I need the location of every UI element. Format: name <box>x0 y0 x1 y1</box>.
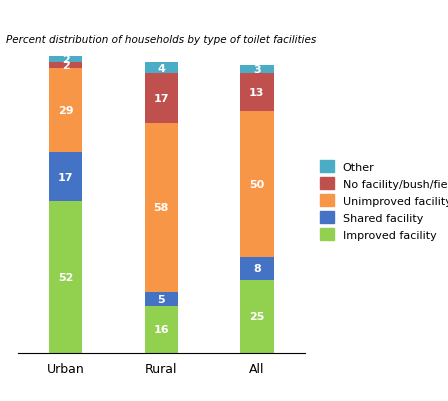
Bar <box>49 63 82 69</box>
Bar <box>49 57 82 63</box>
Text: 17: 17 <box>154 94 169 104</box>
Legend: Other, No facility/bush/field, Unimproved facility, Shared facility, Improved fa: Other, No facility/bush/field, Unimprove… <box>316 156 448 245</box>
Bar <box>240 74 274 112</box>
Text: 2: 2 <box>62 55 69 65</box>
Bar <box>145 306 178 353</box>
Text: 25: 25 <box>249 312 264 322</box>
Bar <box>145 124 178 292</box>
Text: 58: 58 <box>154 203 169 213</box>
Bar <box>145 292 178 306</box>
Text: 16: 16 <box>154 325 169 335</box>
Text: 3: 3 <box>253 65 261 75</box>
Text: 17: 17 <box>58 172 73 182</box>
Bar <box>49 202 82 353</box>
Text: 13: 13 <box>249 88 264 98</box>
Text: 2: 2 <box>62 61 69 71</box>
Bar <box>145 63 178 74</box>
Text: 4: 4 <box>157 63 165 73</box>
Bar <box>240 257 274 280</box>
Bar <box>240 280 274 353</box>
Bar <box>240 65 274 74</box>
Bar <box>49 69 82 153</box>
Bar <box>240 112 274 257</box>
Text: 8: 8 <box>253 264 261 274</box>
Text: 52: 52 <box>58 272 73 282</box>
Text: 50: 50 <box>249 180 264 190</box>
Title: Percent distribution of households by type of toilet facilities: Percent distribution of households by ty… <box>6 34 316 45</box>
Text: 5: 5 <box>157 294 165 304</box>
Bar <box>145 74 178 124</box>
Bar <box>49 153 82 202</box>
Text: 29: 29 <box>58 105 73 115</box>
